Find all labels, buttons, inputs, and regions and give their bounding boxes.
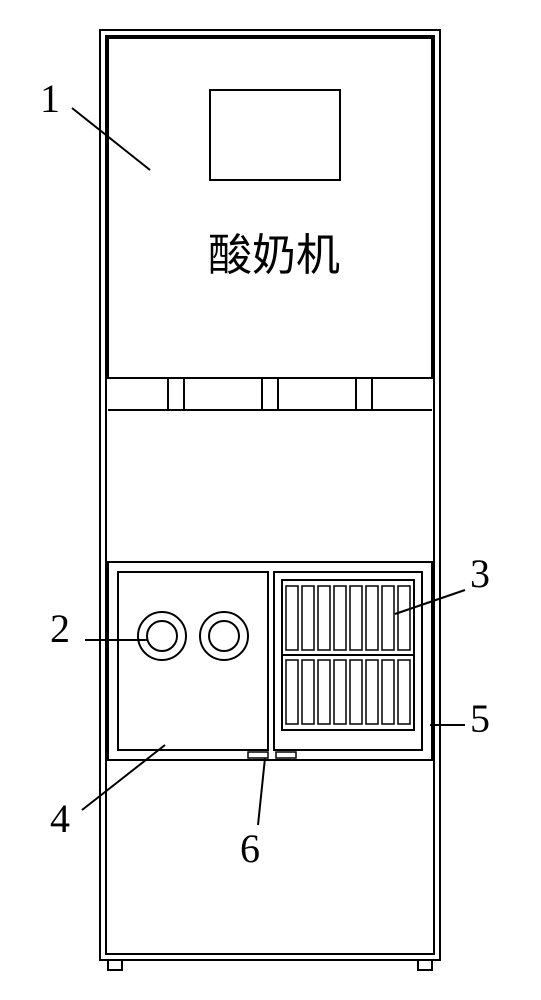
callout-line-1 <box>72 108 150 170</box>
callout-label-4: 4 <box>50 796 70 841</box>
callout-line-3 <box>395 590 465 614</box>
callout-label-3: 3 <box>470 551 490 596</box>
title-text: 酸奶机 <box>208 231 340 280</box>
callout-label-2: 2 <box>50 606 70 651</box>
callout-line-6 <box>258 758 265 825</box>
callout-label-6: 6 <box>240 826 260 871</box>
callout-line-4 <box>82 745 165 810</box>
diagram-svg: 酸奶机 1 2 3 4 5 6 <box>0 0 541 1000</box>
callout-label-1: 1 <box>40 76 60 121</box>
callout-label-5: 5 <box>470 696 490 741</box>
diagram-canvas: 酸奶机 1 2 3 4 5 6 <box>0 0 541 1000</box>
